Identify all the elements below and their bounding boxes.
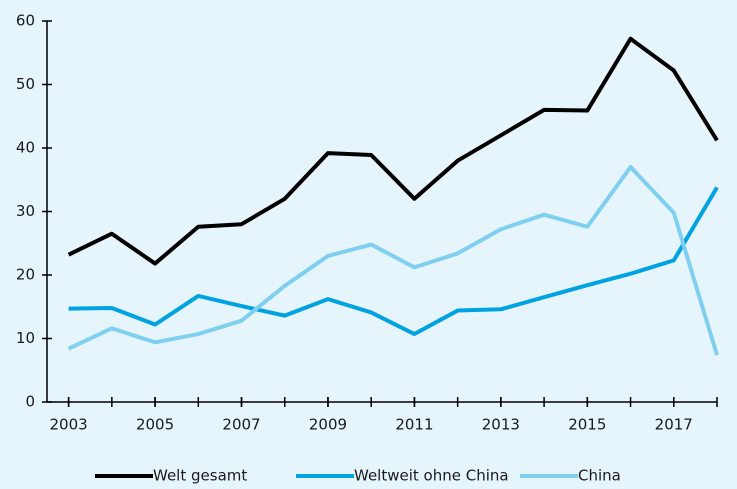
legend-label: Welt gesamt xyxy=(153,467,247,485)
x-tick-label: 2017 xyxy=(655,416,693,434)
y-tick-label: 60 xyxy=(16,12,35,30)
x-tick-label: 2003 xyxy=(50,416,88,434)
series-line xyxy=(68,186,719,337)
x-tick-label: 2015 xyxy=(568,416,606,434)
y-tick-label: 0 xyxy=(25,393,35,411)
series-line xyxy=(67,36,719,266)
series-line xyxy=(67,165,719,356)
x-tick-label: 2013 xyxy=(482,416,520,434)
y-tick-label: 10 xyxy=(16,329,35,347)
x-tick-label: 2005 xyxy=(136,416,174,434)
legend-label: China xyxy=(578,467,621,485)
y-tick-label: 30 xyxy=(16,202,35,220)
legend-label: Weltweit ohne China xyxy=(354,467,509,485)
x-tick-label: 2011 xyxy=(395,416,433,434)
x-tick-label: 2007 xyxy=(222,416,260,434)
y-tick-label: 40 xyxy=(16,139,35,157)
y-tick-label: 20 xyxy=(16,266,35,284)
y-tick-label: 50 xyxy=(16,75,35,93)
x-tick-label: 2009 xyxy=(309,416,347,434)
